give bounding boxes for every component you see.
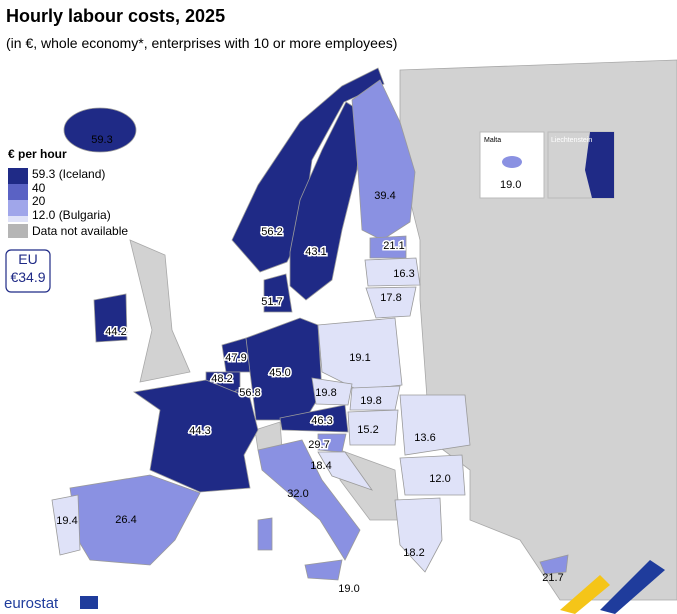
subtitle: (in €, whole economy*, enterprises with … xyxy=(6,35,397,51)
legend-swatch xyxy=(8,200,28,216)
country-value: 17.8 xyxy=(380,292,401,304)
country-value: 56.2 xyxy=(261,226,282,238)
legend-label: 59.3 (Iceland) xyxy=(32,167,105,181)
legend-label: 12.0 (Bulgaria) xyxy=(32,208,111,222)
country-value: 19.4 xyxy=(56,515,77,527)
denmark xyxy=(263,273,293,313)
portugal xyxy=(51,494,81,556)
ireland xyxy=(93,293,128,343)
bulgaria xyxy=(399,454,466,496)
country-value: 16.3 xyxy=(393,268,414,280)
country-value: 26.4 xyxy=(115,514,136,526)
country-value: 45.0 xyxy=(269,367,290,379)
country-value: 56.8 xyxy=(239,387,260,399)
legend-label: 40 xyxy=(32,181,46,195)
country-value: 19.8 xyxy=(360,395,381,407)
country-value: 44.3 xyxy=(189,425,210,437)
legend-label: Data not available xyxy=(32,224,128,238)
legend-title: € per hour xyxy=(8,147,67,161)
country-value: 29.7 xyxy=(308,439,329,451)
country-value: 18.4 xyxy=(310,460,331,472)
inset-name: Liechtenstein xyxy=(551,137,592,144)
eurostat-mark xyxy=(560,575,610,614)
country-value: 21.1 xyxy=(383,240,404,252)
italy xyxy=(257,439,361,561)
sicily xyxy=(304,559,343,581)
brand: eurostat xyxy=(4,595,59,612)
title: Hourly labour costs, 2025 xyxy=(6,6,225,26)
legend-swatch xyxy=(8,168,28,184)
lithuania xyxy=(365,286,417,319)
hungary xyxy=(347,409,399,446)
czechia xyxy=(311,377,353,406)
iceland xyxy=(63,107,137,153)
eu-value: €34.9 xyxy=(10,269,45,285)
country-value: 51.7 xyxy=(261,296,282,308)
country-value: 39.4 xyxy=(374,190,395,202)
legend-label: 20 xyxy=(32,194,46,208)
germany xyxy=(245,317,323,421)
inset-value: 19.0 xyxy=(500,179,521,191)
country-value: 59.3 xyxy=(91,134,112,146)
country-value: 12.0 xyxy=(429,473,450,485)
country-value: 48.2 xyxy=(211,373,232,385)
eu-box xyxy=(5,249,51,293)
romania xyxy=(399,394,471,456)
cyprus xyxy=(539,554,569,575)
greece xyxy=(394,497,443,573)
uk xyxy=(129,239,191,383)
country-value: 18.2 xyxy=(403,547,424,559)
finland xyxy=(351,79,416,241)
country-value: 32.0 xyxy=(287,488,308,500)
country-value: 13.6 xyxy=(414,432,435,444)
france xyxy=(132,379,259,493)
country-value: 19.8 xyxy=(315,387,336,399)
inset-name: Malta xyxy=(484,137,501,144)
country-value: 43.1 xyxy=(305,246,326,258)
legend-swatch xyxy=(8,184,28,200)
sardinia xyxy=(257,517,273,551)
croatia xyxy=(317,451,374,491)
latvia xyxy=(364,257,421,287)
country-value: 19.0 xyxy=(338,583,359,595)
malta xyxy=(502,156,522,168)
eurostat-mark xyxy=(600,560,665,614)
country-value: 47.9 xyxy=(225,352,246,364)
country-value: 46.3 xyxy=(311,415,332,427)
country-value: 21.7 xyxy=(542,572,563,584)
country-value: 44.2 xyxy=(105,326,126,338)
sweden xyxy=(289,101,363,301)
austria xyxy=(279,404,349,433)
eu-label: EU xyxy=(18,251,37,267)
legend-swatch xyxy=(8,216,28,222)
eu-flag xyxy=(80,596,98,609)
country-value: 19.1 xyxy=(349,352,370,364)
liechtenstein xyxy=(585,132,614,198)
country-value: 15.2 xyxy=(357,424,378,436)
legend-swatch xyxy=(8,224,28,238)
